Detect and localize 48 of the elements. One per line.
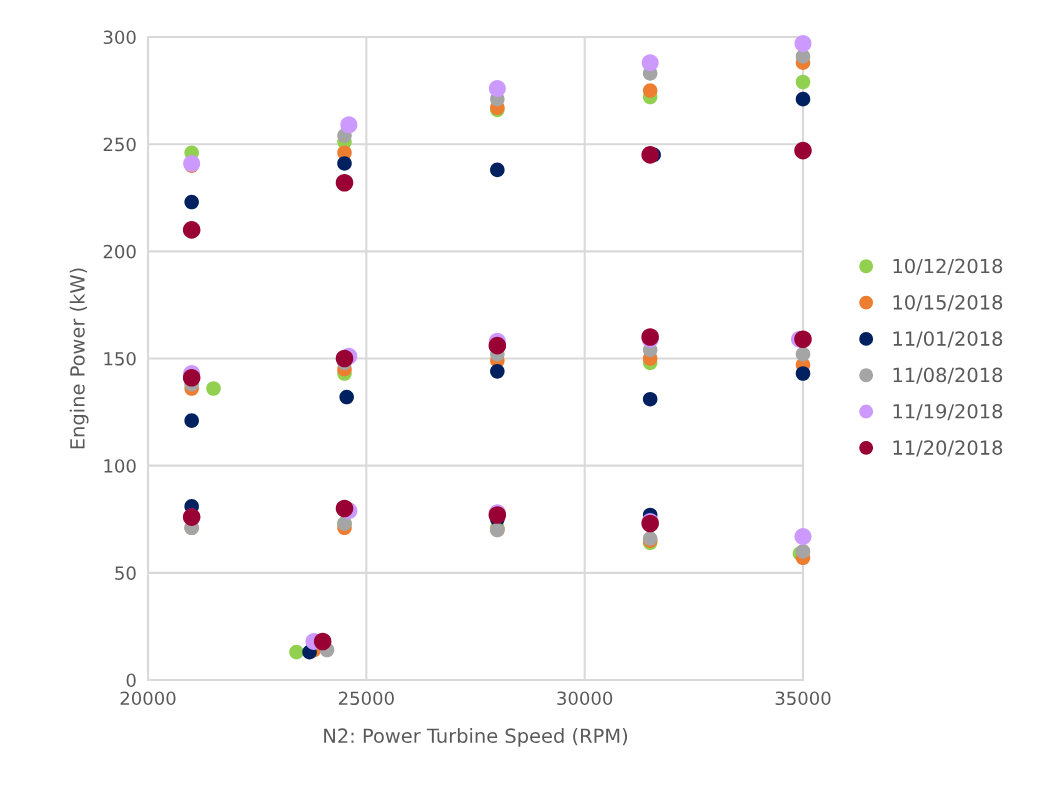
point [795, 91, 811, 107]
point [641, 146, 659, 164]
point [339, 389, 354, 405]
y-tick-label: 150 [104, 351, 136, 366]
point [795, 74, 811, 90]
x-tick-label: 35000 [775, 691, 831, 706]
x-axis-title: N2: Power Turbine Speed (RPM) [324, 728, 628, 747]
point [335, 499, 354, 518]
point [335, 173, 354, 192]
point [642, 83, 658, 98]
y-tick-label: 300 [103, 30, 136, 45]
point [184, 413, 199, 428]
point [183, 154, 201, 172]
point [337, 156, 352, 171]
y-tick-label: 0 [126, 673, 136, 688]
y-tick-label: 200 [103, 244, 136, 259]
point [642, 391, 658, 407]
point [795, 346, 811, 362]
point [335, 349, 354, 368]
legend-label: 11/08/2018 [893, 367, 1003, 384]
point [490, 162, 505, 178]
legend-label: 10/15/2018 [893, 294, 1003, 312]
point [641, 54, 659, 72]
y-tick-label: 100 [104, 459, 136, 473]
point [340, 116, 358, 134]
point [313, 632, 332, 651]
x-tick-label: 30000 [557, 691, 613, 706]
point [182, 221, 201, 239]
y-tick-label: 50 [115, 566, 136, 580]
point [182, 369, 201, 387]
point [488, 79, 506, 97]
point [184, 194, 199, 210]
legend-label: 11/20/2018 [893, 440, 1003, 457]
point [795, 366, 811, 381]
point [794, 527, 812, 545]
x-tick-label: 25000 [338, 691, 394, 706]
y-tick-label: 250 [103, 137, 136, 152]
point [794, 34, 812, 52]
legend-label: 11/01/2018 [893, 331, 1003, 348]
legend-label: 11/19/2018 [893, 403, 1003, 421]
y-axis-title: Engine Power (kW) [69, 268, 89, 449]
legend-label: 10/12/2018 [893, 258, 1003, 275]
x-tick-label: 20000 [120, 691, 176, 706]
point [488, 336, 507, 355]
point [206, 381, 221, 396]
point [490, 364, 505, 379]
point [289, 644, 304, 660]
point [794, 141, 812, 160]
